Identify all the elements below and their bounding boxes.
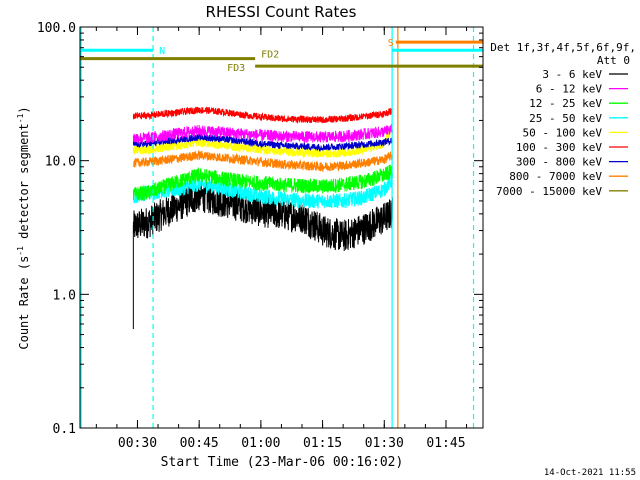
legend-label: 7000 - 15000 keV <box>496 185 602 198</box>
plot-area <box>132 106 393 330</box>
series-line-3-6keV <box>132 179 393 252</box>
y-tick-label: 1.0 <box>53 288 76 303</box>
series-line-300-800keV <box>132 133 393 152</box>
series-line-12-25keV <box>132 164 393 201</box>
legend-label: 50 - 100 keV <box>523 126 603 139</box>
flag-label-N: N <box>159 46 165 57</box>
flag-label-S: S <box>388 38 394 49</box>
chart-title: RHESSI Count Rates <box>206 3 357 21</box>
legend: Det 1f,3f,4f,5f,6f,9f,Att 03 - 6 keV 6 - … <box>490 41 636 198</box>
x-tick-label: 01:00 <box>241 436 280 451</box>
legend-label: 100 - 300 keV <box>516 141 602 154</box>
legend-header-detectors: Det 1f,3f,4f,5f,6f,9f, <box>490 41 636 54</box>
y-axis-label-sup1: -1 <box>16 246 25 256</box>
x-tick-label: 01:15 <box>303 436 342 451</box>
legend-label: 300 - 800 keV <box>516 156 602 169</box>
y-axis-label-part3: ) <box>17 106 31 113</box>
series-line-100-300keV <box>132 106 393 125</box>
series-line-6-12keV <box>132 123 393 144</box>
x-tick-label: 00:45 <box>180 436 219 451</box>
x-axis-label: Start Time (23-Mar-06 00:16:02) <box>161 455 404 470</box>
flag-layer: N S FD2 FD3 <box>80 27 483 428</box>
axes: 0.1 1.0 10.0 100.0 00:30 00:45 01:00 01:15 01:30… <box>37 21 483 451</box>
legend-label: 3 - 6 keV <box>542 68 602 81</box>
legend-label: 6 - 12 keV <box>536 83 603 96</box>
flag-label-FD3: FD3 <box>227 63 245 74</box>
legend-label: 12 - 25 keV <box>529 97 602 110</box>
legend-header-attenuator: Att 0 <box>597 54 630 67</box>
flag-label-FD2: FD2 <box>261 50 279 61</box>
y-axis-label-part1: Count Rate (s <box>17 256 31 350</box>
y-axis-label-part2: detector segment <box>17 123 31 246</box>
legend-label: 800 - 7000 keV <box>509 170 602 183</box>
x-tick-label: 01:45 <box>426 436 465 451</box>
series-line-800-7000keV <box>132 150 393 173</box>
y-axis-label-sup2: -1 <box>16 113 25 123</box>
y-tick-label: 100.0 <box>37 21 76 36</box>
x-tick-label: 01:30 <box>365 436 404 451</box>
legend-label: 25 - 50 keV <box>529 112 602 125</box>
x-tick-label: 00:30 <box>118 436 157 451</box>
y-tick-label: 0.1 <box>53 422 76 437</box>
y-axis-label: Count Rate (s-1 detector segment-1) <box>16 106 31 349</box>
footer-date: 14-Oct-2021 11:55 <box>544 468 636 478</box>
y-tick-label: 10.0 <box>45 155 76 170</box>
